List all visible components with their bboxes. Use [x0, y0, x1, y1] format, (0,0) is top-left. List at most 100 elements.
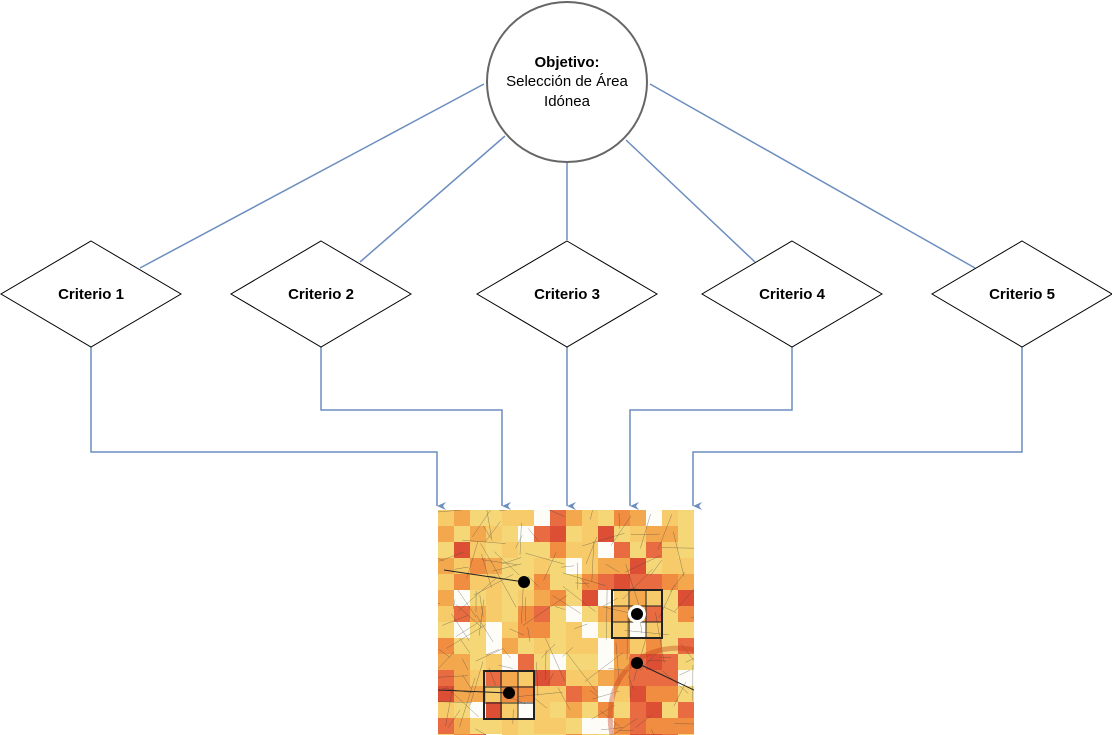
street-segment — [481, 553, 492, 588]
heatmap-cell — [486, 590, 502, 606]
street-segment — [501, 557, 522, 565]
street-segment — [661, 547, 694, 549]
heatmap-cell — [646, 638, 662, 654]
heatmap-cell — [630, 590, 646, 606]
heatmap-cell — [566, 670, 582, 686]
heatmap-cell — [678, 558, 694, 574]
street-segment — [447, 709, 461, 728]
heatmap-cell — [486, 654, 502, 670]
street-segment — [591, 704, 616, 720]
street-segment — [494, 551, 520, 576]
heatmap-cell — [646, 670, 662, 686]
heatmap-cell — [598, 510, 614, 526]
street-segment — [615, 642, 620, 684]
heatmap-cell — [598, 622, 614, 638]
street-segment — [629, 656, 631, 698]
street-segment — [685, 658, 694, 663]
street-segment — [639, 651, 659, 671]
heatmap-cell — [502, 606, 518, 622]
heatmap-cell — [518, 590, 534, 606]
heatmap-cell — [614, 702, 630, 718]
street-segment — [673, 531, 685, 577]
street-segment — [552, 595, 581, 614]
heatmap-cell — [470, 574, 486, 590]
heatmap-cell — [518, 622, 534, 638]
street-segment — [691, 616, 694, 618]
heatmap-cell — [566, 718, 582, 734]
heatmap-cell — [614, 510, 630, 526]
street-segment — [519, 522, 522, 556]
heatmap-cell — [518, 638, 534, 654]
criterio-5-diamond — [931, 240, 1112, 348]
goal-line-2: Idónea — [544, 93, 591, 110]
heatmap-cell — [598, 638, 614, 654]
heatmap-cell — [550, 654, 566, 670]
street-segment — [625, 564, 640, 607]
heatmap-cell — [646, 510, 662, 526]
heatmap-cell — [502, 702, 518, 718]
heatmap-cell — [454, 670, 470, 686]
heatmap-cell — [566, 590, 582, 606]
candidate-markers — [438, 569, 694, 699]
heatmap-cell — [502, 638, 518, 654]
street-segment — [455, 619, 483, 637]
street-segment — [650, 560, 662, 576]
heatmap-cell — [566, 686, 582, 702]
street-segment — [479, 594, 484, 618]
heatmap-cell — [614, 558, 630, 574]
heatmap-cell — [486, 686, 502, 702]
heatmap-cell — [630, 574, 646, 590]
street-segment — [455, 604, 483, 629]
street-segment — [451, 613, 470, 641]
heatmap-cell — [534, 654, 550, 670]
street-segment — [522, 595, 568, 626]
heatmap-cell — [598, 686, 614, 702]
street-segment — [512, 709, 514, 724]
heatmap-cell — [470, 526, 486, 542]
heatmap-cell — [630, 686, 646, 702]
street-segment — [503, 649, 511, 659]
street-segment — [592, 690, 620, 700]
street-segment — [582, 532, 625, 547]
heatmap-cell — [614, 590, 630, 606]
criterio-5-label: Criterio 5 — [989, 286, 1055, 303]
heatmap-cell — [646, 590, 662, 606]
heatmap-cell — [518, 526, 534, 542]
street-segment — [543, 552, 557, 581]
heatmap-cell — [470, 606, 486, 622]
heatmap-cell — [438, 638, 454, 654]
heatmap-cell — [646, 654, 662, 670]
heatmap-cell — [646, 542, 662, 558]
street-segment — [452, 599, 456, 610]
heatmap-cell — [662, 606, 678, 622]
suitability-map-image — [438, 510, 694, 735]
street-segment — [574, 623, 588, 630]
heatmap-cell — [662, 702, 678, 718]
criterio-1-node: Criterio 1 — [0, 240, 182, 348]
heatmap-cell — [582, 654, 598, 670]
heatmap-cell — [534, 510, 550, 526]
criterio-2-label: Criterio 2 — [288, 286, 354, 303]
street-segment — [438, 675, 468, 678]
heatmap-cell — [598, 590, 614, 606]
street-segment — [525, 552, 565, 565]
heatmap-cell — [598, 606, 614, 622]
map-connectors — [90, 347, 1023, 510]
heatmap-cell — [678, 606, 694, 622]
heatmap-cell — [550, 558, 566, 574]
heatmap-cell — [438, 622, 454, 638]
heatmap-cell — [470, 702, 486, 718]
street-segment — [438, 552, 464, 562]
heatmap-cell — [614, 638, 630, 654]
connector-goal-criterio-5 — [649, 83, 976, 269]
selection-frame-right — [611, 589, 663, 639]
street-segment — [602, 597, 618, 607]
heatmap-cell — [550, 622, 566, 638]
street-segment — [438, 558, 445, 562]
street-segment — [548, 672, 554, 684]
heatmap-cell — [630, 622, 646, 638]
heatmap-cell — [518, 670, 534, 686]
street-segment — [528, 528, 539, 542]
street-segment — [438, 603, 441, 605]
